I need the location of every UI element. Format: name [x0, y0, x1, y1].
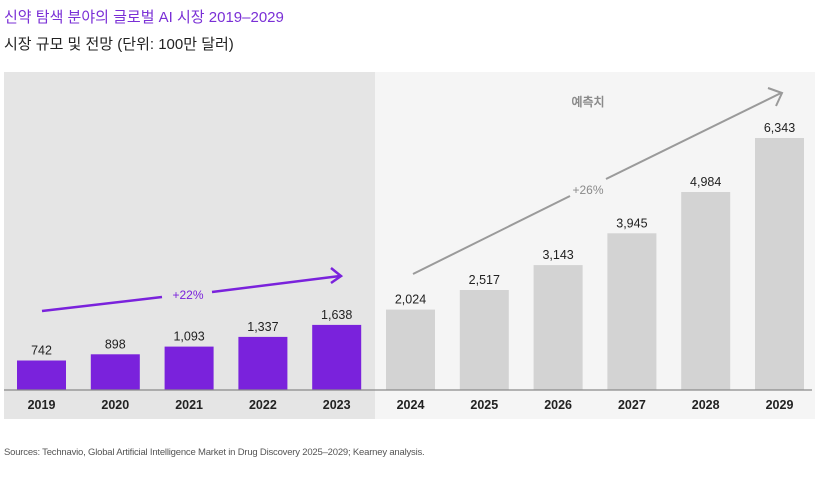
bar-2025: [459, 290, 509, 390]
value-label-2028: 4,984: [690, 175, 721, 189]
x-tick-label-2021: 2021: [175, 398, 203, 412]
bar-2028: [681, 192, 731, 390]
bar-chart: 742 2019 898 2020 1,093 2021 1,337 2022 1,638 202…: [4, 72, 815, 419]
actual-growth-arrow: [41, 267, 344, 313]
value-label-2026: 3,143: [542, 248, 573, 262]
x-tick-label-2029: 2029: [766, 398, 794, 412]
chart-title: 신약 탐색 분야의 글로벌 AI 시장 2019–2029: [4, 9, 284, 26]
value-label-2022: 1,337: [247, 320, 278, 334]
chart-subtitle: 시장 규모 및 전망 (단위: 100만 달러): [4, 36, 234, 53]
bar-2026: [533, 265, 583, 390]
value-label-2023: 1,638: [321, 308, 352, 322]
x-tick-label-2023: 2023: [323, 398, 351, 412]
value-label-2020: 898: [105, 337, 126, 351]
value-label-2027: 3,945: [616, 216, 647, 230]
x-tick-label-2028: 2028: [692, 398, 720, 412]
actual-cagr-label: +22%: [172, 288, 203, 302]
forecast-label: 예측치: [571, 94, 604, 109]
x-tick-label-2025: 2025: [470, 398, 498, 412]
source-note: Sources: Technavio, Global Artificial In…: [4, 447, 425, 458]
value-label-2024: 2,024: [395, 293, 426, 307]
x-tick-label-2026: 2026: [544, 398, 572, 412]
value-label-2021: 1,093: [173, 330, 204, 344]
bar-2021: [164, 346, 214, 390]
value-label-2029: 6,343: [764, 121, 795, 135]
forecast-growth-arrow: [412, 87, 784, 275]
value-label-2025: 2,517: [469, 273, 500, 287]
forecast-period-background: [375, 72, 815, 419]
bar-2024: [386, 309, 435, 390]
bar-2020: [90, 354, 140, 390]
x-tick-label-2020: 2020: [101, 398, 129, 412]
bar-2019: [17, 360, 66, 390]
forecast-cagr-label: +26%: [572, 183, 603, 197]
value-label-2019: 742: [31, 344, 52, 358]
x-tick-label-2022: 2022: [249, 398, 277, 412]
bar-2027: [607, 233, 657, 390]
x-tick-label-2024: 2024: [397, 398, 425, 412]
x-tick-label-2019: 2019: [28, 398, 56, 412]
x-tick-label-2027: 2027: [618, 398, 646, 412]
bar-2029: [755, 138, 804, 390]
bar-2023: [312, 324, 362, 390]
bar-2022: [238, 336, 288, 390]
